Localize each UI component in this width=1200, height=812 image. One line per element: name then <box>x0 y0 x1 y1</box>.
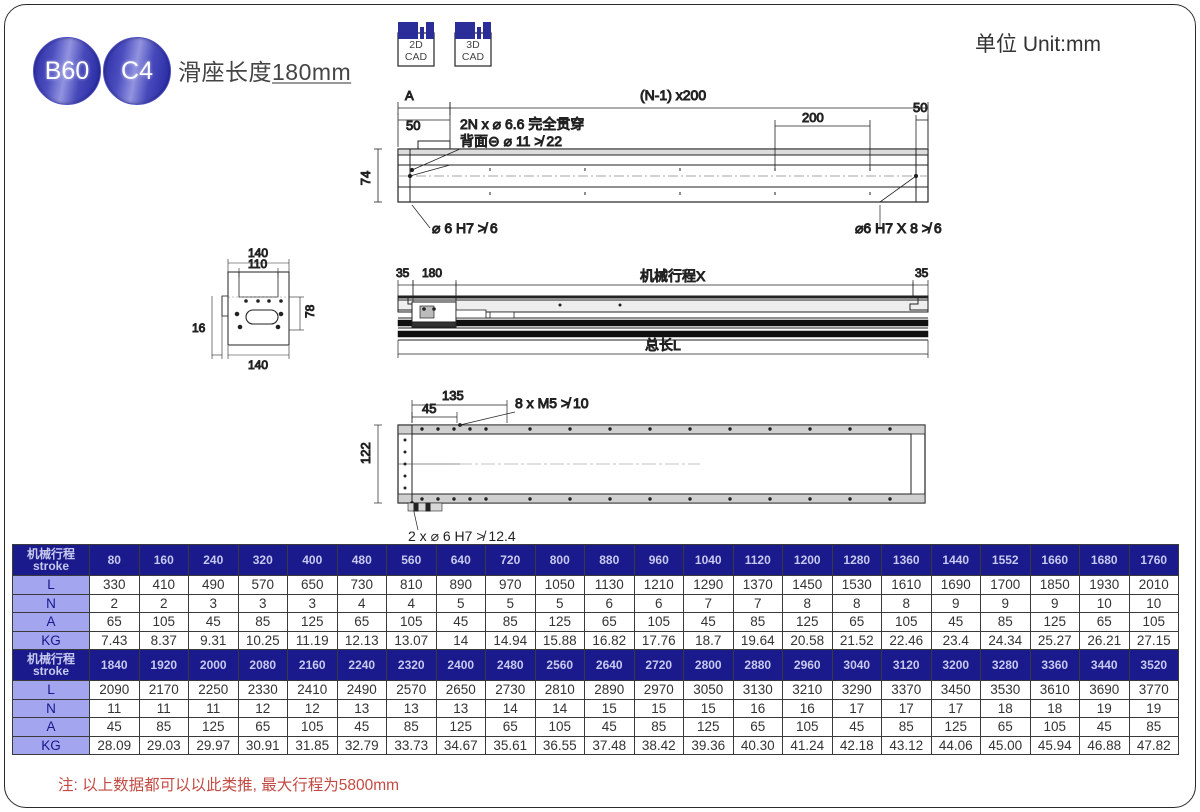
svg-text:135: 135 <box>442 388 464 403</box>
svg-text:45: 45 <box>422 401 436 416</box>
svg-text:8 x M5 ≯ 10: 8 x M5 ≯ 10 <box>515 395 589 411</box>
svg-text:122: 122 <box>358 442 373 464</box>
